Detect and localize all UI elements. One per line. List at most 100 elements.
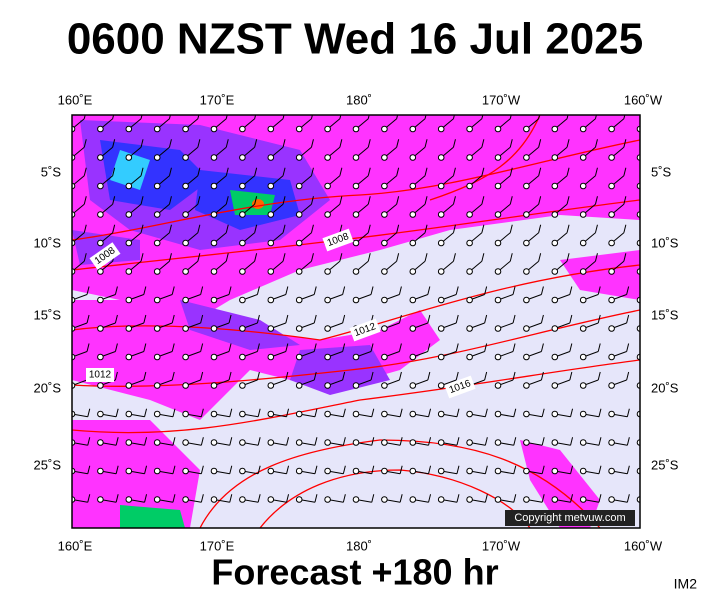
barb-flag [83,224,87,233]
barb-flag [396,115,399,119]
station [551,325,559,332]
station [153,182,161,190]
barb-flag [481,196,485,205]
station [210,325,218,332]
station [494,325,502,332]
station [239,467,246,475]
barb-flag [256,286,260,295]
station [324,211,331,218]
barb-flag [367,167,371,176]
station [523,211,530,218]
station [523,239,530,247]
station [551,353,559,361]
barb-flag [541,408,545,417]
station [125,410,133,418]
barb-flag [257,408,261,417]
barb-flag [540,286,544,295]
barb-flag [452,224,456,233]
station [352,182,360,190]
station [381,182,388,190]
barb-flag [424,115,427,119]
barb-flag [115,437,119,446]
barb-flag [228,343,232,352]
lat-label-right: 5˚S [651,164,672,179]
station [551,382,559,389]
station [494,353,502,361]
station [267,353,275,361]
barb-flag [200,314,204,324]
station [97,211,104,218]
isobar-label: 1012 [349,318,381,342]
barb-flag [597,371,601,381]
barb-flag [538,224,542,233]
barb-flag [168,224,172,233]
station [523,410,530,418]
barb-flag [200,343,204,352]
station [182,382,189,389]
isobar-label: 1008 [322,228,354,252]
barb-flag [455,371,459,381]
station [210,211,218,218]
station [153,496,161,503]
barb-flag [513,494,517,503]
station [466,239,473,247]
station [295,296,303,304]
barb-flag [200,286,204,295]
station [466,353,473,361]
station [437,182,445,190]
barb-flag [112,224,116,233]
barb-flag [86,343,90,352]
station [579,467,587,475]
station [608,154,615,161]
station [352,382,360,389]
barb-flag [484,343,488,352]
barb-flag [313,314,317,324]
station [97,268,104,275]
station [494,239,502,247]
station [182,182,189,190]
barb-flag [83,115,86,119]
station [381,125,388,133]
barb-flag [455,343,459,352]
barb-flag [115,494,119,503]
station [267,239,275,247]
station [182,353,189,361]
station [324,467,331,475]
station [210,496,218,503]
barb-flag [626,408,630,417]
station [210,154,218,161]
station [267,182,275,190]
lat-label-left: 20˚S [34,380,62,395]
lon-label-top: 170˚W [482,92,521,107]
barb-flag [197,224,201,233]
station [551,496,559,503]
station [125,382,133,389]
station [125,154,133,161]
barb-flag [200,371,204,381]
isobar-label-box [322,228,354,252]
barb-flag [310,167,314,176]
barb-flag [370,286,374,295]
station [381,325,388,332]
lat-label-left: 15˚S [34,307,62,322]
barb-staff [639,356,640,357]
barb-flag [140,253,144,262]
barb-flag [623,224,627,233]
station [608,353,615,361]
barb-flag [310,196,314,205]
barb-flag [342,371,346,381]
barb-flag [455,286,459,295]
station [153,325,161,332]
station [267,496,275,503]
barb-flag [652,139,654,147]
barb-flag [594,167,598,176]
barb-flag [172,408,176,417]
station [295,353,303,361]
barb-flag [228,286,232,295]
station [551,154,559,161]
station [466,439,473,446]
isobar-label-box [86,368,114,382]
station [295,439,303,446]
barb-flag [313,343,317,352]
barb-flag [342,408,346,417]
